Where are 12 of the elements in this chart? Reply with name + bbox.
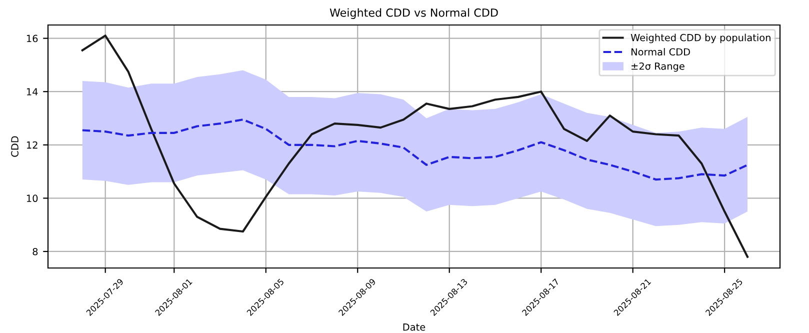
y-tick-label: 8 (32, 248, 38, 256)
x-axis-title: Date (403, 324, 426, 331)
y-tick-label: 16 (26, 34, 38, 42)
y-tick-label: 10 (26, 194, 38, 202)
legend-label: Normal CDD (631, 48, 690, 56)
y-tick-label: 14 (26, 88, 38, 96)
line-series (81, 118, 749, 181)
legend-label: Weighted CDD by population (630, 34, 770, 44)
y-tick-label: 12 (26, 141, 38, 149)
annotation: ±2σ Range (632, 62, 684, 72)
y-axis-title: CDD (11, 136, 18, 157)
chart-title: Weighted CDD vs Normal CDD (330, 8, 498, 19)
